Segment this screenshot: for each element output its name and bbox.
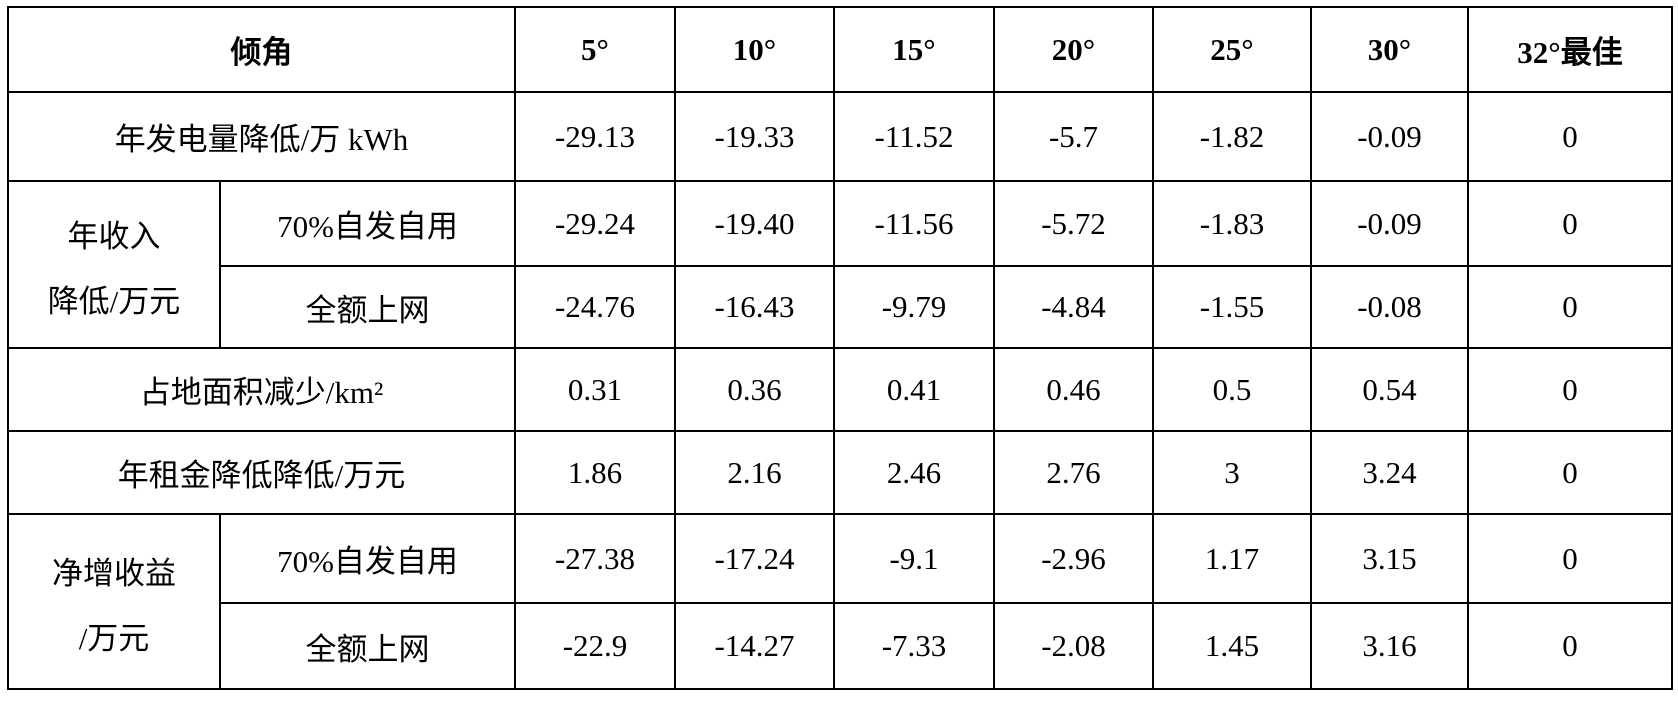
table-row: 年发电量降低/万 kWh -29.13 -19.33 -11.52 -5.7 -1.82-… <box>7 91 1673 182</box>
value-cell: 2.76 <box>993 430 1154 515</box>
value-cell: -17.24 <box>674 513 835 604</box>
table-row: 净增收益 70%自发自用 -27.38 -17.24 -9.1 -2.96 1.17 3.15… <box>7 513 1673 604</box>
value-cell: 0 <box>1467 347 1673 432</box>
value-cell: 0 <box>1467 180 1673 267</box>
value-cell: -5.7 <box>993 91 1154 182</box>
value-cell: -11.56 <box>833 180 995 267</box>
angle-header: 32°最佳 <box>1467 6 1673 93</box>
value-cell: 0.46 <box>993 347 1154 432</box>
group-label: 年收入 <box>7 180 221 266</box>
value-cell: -0.08 <box>1310 265 1469 349</box>
value-cell: -27.38 <box>514 513 676 604</box>
value-cell: -1.82 <box>1152 91 1312 182</box>
value-cell: 0.31 <box>514 347 676 432</box>
sub-row-label: 70%自发自用 <box>219 513 516 604</box>
header-label: 倾角 <box>7 6 516 93</box>
value-cell: 0.36 <box>674 347 835 432</box>
table-row: /万元 全额上网 -22.9 -14.27 -7.33 -2.08 1.45 3.16 0 <box>7 602 1673 690</box>
value-cell: -24.76 <box>514 265 676 349</box>
angle-header: 25° <box>1152 6 1312 93</box>
value-cell: 1.17 <box>1152 513 1312 604</box>
value-cell: -11.52 <box>833 91 995 182</box>
value-cell: 1.86 <box>514 430 676 515</box>
value-cell: 1.45 <box>1152 602 1312 690</box>
value-cell: 0.41 <box>833 347 995 432</box>
value-cell: -9.1 <box>833 513 995 604</box>
angle-header: 15° <box>833 6 995 93</box>
value-cell: -0.09 <box>1310 180 1469 267</box>
angle-header: 30° <box>1310 6 1469 93</box>
value-cell: -19.40 <box>674 180 835 267</box>
row-label: 年发电量降低/万 kWh <box>7 91 516 182</box>
value-cell: -16.43 <box>674 265 835 349</box>
value-cell: -1.55 <box>1152 265 1312 349</box>
group-label: /万元 <box>7 603 221 690</box>
row-label: 年租金降低降低/万元 <box>7 430 516 515</box>
value-cell: -22.9 <box>514 602 676 690</box>
value-cell: 2.46 <box>833 430 995 515</box>
value-cell: 2.16 <box>674 430 835 515</box>
header-row: 倾角 5° 10° 15° 20° 25° 30° 32°最佳 <box>7 6 1673 93</box>
value-cell: 0 <box>1467 602 1673 690</box>
table-row: 占地面积减少/km² 0.31 0.36 0.41 0.46 0.5 0.54 0 <box>7 347 1673 432</box>
value-cell: 0 <box>1467 430 1673 515</box>
value-cell: 0 <box>1467 265 1673 349</box>
value-cell: -19.33 <box>674 91 835 182</box>
value-cell: -9.79 <box>833 265 995 349</box>
value-cell: -4.84 <box>993 265 1154 349</box>
value-cell: 3.15 <box>1310 513 1469 604</box>
row-label: 占地面积减少/km² <box>7 347 516 432</box>
value-cell: 0.5 <box>1152 347 1312 432</box>
value-cell: -1.83 <box>1152 180 1312 267</box>
value-cell: 3.16 <box>1310 602 1469 690</box>
angle-header: 10° <box>674 6 835 93</box>
table-row: 年租金降低降低/万元 1.86 2.16 2.46 2.76 3 3.24 0 <box>7 430 1673 515</box>
group-label: 净增收益 <box>7 513 221 603</box>
table-row: 降低/万元 全额上网 -24.76 -16.43 -9.79 -4.84 -1.55 -0.0… <box>7 265 1673 349</box>
data-table: 倾角 5° 10° 15° 20° 25° 30° 32°最佳 年发电量降低/万 kWh -29.… <box>7 6 1673 690</box>
value-cell: -5.72 <box>993 180 1154 267</box>
sub-row-label: 全额上网 <box>219 265 516 349</box>
sub-row-label: 全额上网 <box>219 602 516 690</box>
value-cell: -2.96 <box>993 513 1154 604</box>
value-cell: 3.24 <box>1310 430 1469 515</box>
value-cell: 3 <box>1152 430 1312 515</box>
angle-header: 5° <box>514 6 676 93</box>
group-label: 降低/万元 <box>7 266 221 349</box>
value-cell: -0.09 <box>1310 91 1469 182</box>
value-cell: -29.24 <box>514 180 676 267</box>
value-cell: 0 <box>1467 91 1673 182</box>
value-cell: -29.13 <box>514 91 676 182</box>
value-cell: -14.27 <box>674 602 835 690</box>
sub-row-label: 70%自发自用 <box>219 180 516 267</box>
value-cell: 0 <box>1467 513 1673 604</box>
value-cell: 0.54 <box>1310 347 1469 432</box>
value-cell: -2.08 <box>993 602 1154 690</box>
table-row: 年收入 70%自发自用 -29.24 -19.40 -11.56 -5.72 -1.83 -0… <box>7 180 1673 267</box>
value-cell: -7.33 <box>833 602 995 690</box>
angle-header: 20° <box>993 6 1154 93</box>
